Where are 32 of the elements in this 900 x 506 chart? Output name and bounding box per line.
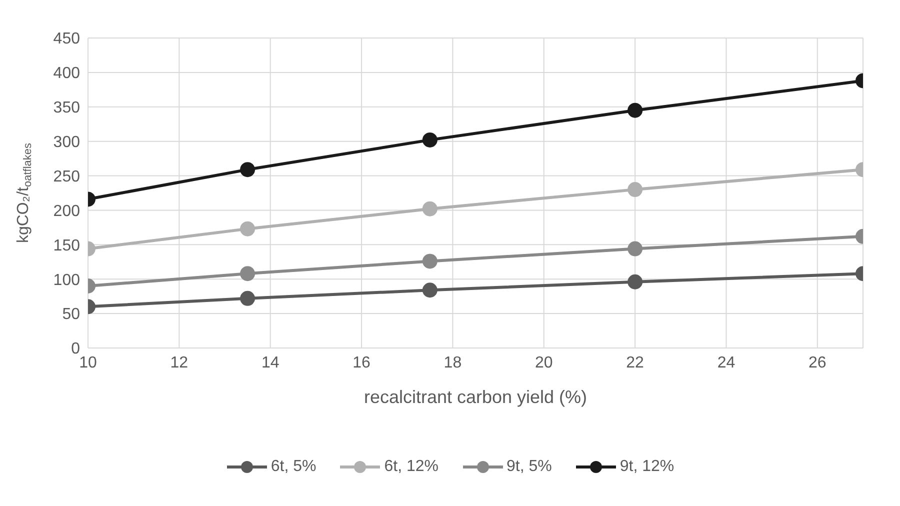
legend-label: 6t, 12% [384,458,438,476]
y-tick-label: 0 [71,340,80,358]
x-tick-label: 22 [626,354,644,372]
y-tick-label: 250 [53,168,80,186]
point [240,221,256,236]
y-tick-label: 100 [53,272,80,289]
legend-label: 6t, 5% [270,458,316,476]
legend-label: 9t, 12% [620,458,674,476]
x-axis-title: recalcitrant carbon yield (%) [364,387,588,407]
x-tick-label: 16 [352,354,371,372]
x-tick-label: 14 [261,354,280,372]
x-tick-label: 26 [808,354,826,372]
legend-label: 9t, 5% [506,458,552,476]
y-tick-label: 200 [53,202,80,220]
point [422,254,438,269]
point [422,282,438,298]
y-tick-label: 150 [53,237,80,254]
point [422,201,438,216]
x-tick-label: 18 [444,354,462,372]
y-tick-label: 50 [62,306,80,324]
y-tick-label: 300 [53,134,80,152]
x-tick-label: 24 [717,354,736,372]
x-tick-label: 20 [534,354,553,372]
point [240,162,256,178]
y-tick-label: 350 [53,100,80,117]
point [422,132,438,148]
point [240,266,256,282]
y-tick-label: 450 [53,30,80,48]
y-tick-label: 400 [53,65,80,82]
x-tick-label: 12 [170,354,188,372]
point [240,290,256,306]
x-tick-label: 10 [79,354,97,372]
